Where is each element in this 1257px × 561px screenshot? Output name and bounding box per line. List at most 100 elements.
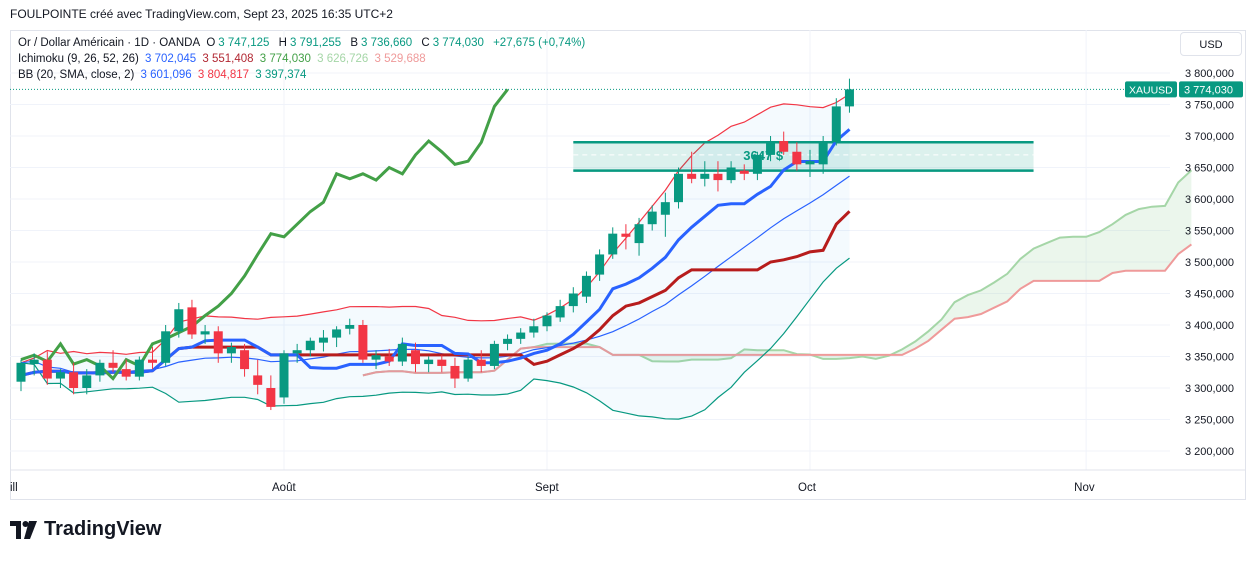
candle-body[interactable] — [779, 141, 789, 152]
ichimoku-span-b-line — [362, 243, 1192, 377]
x-tick-label: ill — [10, 482, 18, 494]
candle-body[interactable] — [108, 362, 118, 368]
candle-body[interactable] — [55, 372, 65, 379]
candle-body[interactable] — [674, 173, 683, 203]
legend-bb-row[interactable]: BB (20, SMA, close, 2) 3 601,096 3 804,8… — [18, 67, 588, 83]
candle-body[interactable] — [766, 141, 776, 155]
legend-ichimoku-kijun: 3 551,408 — [202, 53, 254, 65]
candle-body[interactable] — [621, 233, 631, 237]
legend-bb-upper: 3 804,817 — [197, 69, 250, 81]
candle-body[interactable] — [305, 340, 315, 351]
candle-body[interactable] — [148, 359, 157, 363]
legend-bb-label: BB (20, SMA, close, 2) — [18, 69, 135, 81]
chart-caption: FOULPOINTE créé avec TradingView.com, Se… — [10, 7, 393, 21]
y-tick-label: 3 200,000 — [1185, 446, 1234, 458]
y-tick-label: 3 550,000 — [1185, 226, 1234, 238]
candle-body[interactable] — [292, 350, 302, 354]
candle-body[interactable] — [424, 359, 434, 365]
candle-body[interactable] — [844, 89, 854, 107]
tradingview-logo: TradingView — [10, 518, 161, 541]
candle-body[interactable] — [647, 211, 657, 225]
zone-label: 3647 $ — [743, 148, 784, 163]
candle-body[interactable] — [318, 337, 328, 343]
x-tick-label: Oct — [798, 482, 817, 494]
legend-change: +27,675 (+0,74%) — [493, 37, 586, 49]
candle-body[interactable] — [476, 359, 486, 366]
candle-body[interactable] — [739, 170, 749, 174]
candle-body[interactable] — [555, 306, 565, 318]
ichimoku-tenkan-line — [20, 128, 851, 377]
candle-body[interactable] — [713, 173, 723, 181]
candle-body[interactable] — [595, 254, 605, 275]
candle-body[interactable] — [818, 142, 828, 165]
y-tick-label: 3 650,000 — [1185, 163, 1234, 175]
candle-body[interactable] — [687, 173, 697, 179]
candle-body[interactable] — [266, 388, 276, 407]
bb-band-fill — [21, 94, 850, 420]
legend-symbol: Or / Dollar Américain · 1D · OANDA — [18, 37, 201, 49]
candle-body[interactable] — [332, 329, 342, 338]
candle-body[interactable] — [792, 151, 802, 165]
candle-body[interactable] — [16, 362, 26, 382]
candle-body[interactable] — [831, 106, 841, 143]
candle-body[interactable] — [134, 359, 144, 377]
candle-body[interactable] — [568, 293, 578, 307]
candle-body[interactable] — [121, 369, 131, 377]
candle-body[interactable] — [752, 154, 762, 174]
candle-body[interactable] — [542, 315, 552, 327]
legend-ichimoku-spanb: 3 529,688 — [374, 53, 426, 65]
candle-body[interactable] — [200, 331, 210, 335]
candle-body[interactable] — [411, 350, 420, 365]
candle-body[interactable] — [489, 343, 499, 366]
zone-rect[interactable] — [573, 142, 1034, 171]
candle-body[interactable] — [82, 375, 92, 388]
candle-body[interactable] — [29, 359, 39, 365]
candle-body[interactable] — [384, 356, 394, 362]
candle-body[interactable] — [279, 353, 289, 398]
y-tick-label: 3 500,000 — [1185, 257, 1234, 269]
candle-body[interactable] — [174, 309, 184, 332]
candle-body[interactable] — [700, 173, 710, 179]
x-tick-label: Sept — [535, 482, 559, 494]
candle-body[interactable] — [660, 202, 670, 215]
candle-body[interactable] — [161, 331, 171, 363]
candle-body[interactable] — [253, 375, 263, 385]
candle-body[interactable] — [95, 362, 105, 376]
ichimoku-cloud — [362, 170, 1192, 376]
candle-body[interactable] — [358, 325, 368, 360]
candle-body[interactable] — [371, 355, 381, 360]
y-tick-label: 3 350,000 — [1185, 352, 1234, 364]
currency-button[interactable]: USD — [1180, 32, 1242, 56]
y-tick-label: 3 300,000 — [1185, 383, 1234, 395]
candle-body[interactable] — [516, 332, 526, 339]
last-price-tag-bg — [1179, 81, 1243, 98]
candle-body[interactable] — [397, 343, 407, 362]
candle-body[interactable] — [42, 359, 52, 379]
candle-body[interactable] — [634, 224, 644, 244]
candle-body[interactable] — [213, 331, 223, 354]
candle-body[interactable] — [503, 338, 513, 344]
candle-body[interactable] — [187, 307, 197, 335]
candle-body[interactable] — [608, 233, 618, 255]
candle-body[interactable] — [581, 275, 591, 297]
candle-body[interactable] — [805, 161, 815, 165]
legend-ichimoku-row[interactable]: Ichimoku (9, 26, 52, 26) 3 702,045 3 551… — [18, 51, 588, 67]
candle-body[interactable] — [529, 326, 539, 333]
x-tick-label: Août — [272, 482, 296, 494]
candle-body[interactable] — [463, 359, 473, 379]
legend-ichimoku-label: Ichimoku (9, 26, 52, 26) — [18, 53, 139, 65]
candle-body[interactable] — [726, 167, 736, 181]
candle-body[interactable] — [345, 325, 355, 329]
bb-upper-line — [20, 93, 850, 364]
candle-body[interactable] — [69, 372, 79, 388]
candle-body[interactable] — [437, 359, 447, 366]
candle-body[interactable] — [226, 347, 236, 354]
candle-body[interactable] — [450, 365, 460, 379]
y-tick-label: 3 750,000 — [1185, 100, 1234, 112]
candle-body[interactable] — [240, 350, 250, 370]
